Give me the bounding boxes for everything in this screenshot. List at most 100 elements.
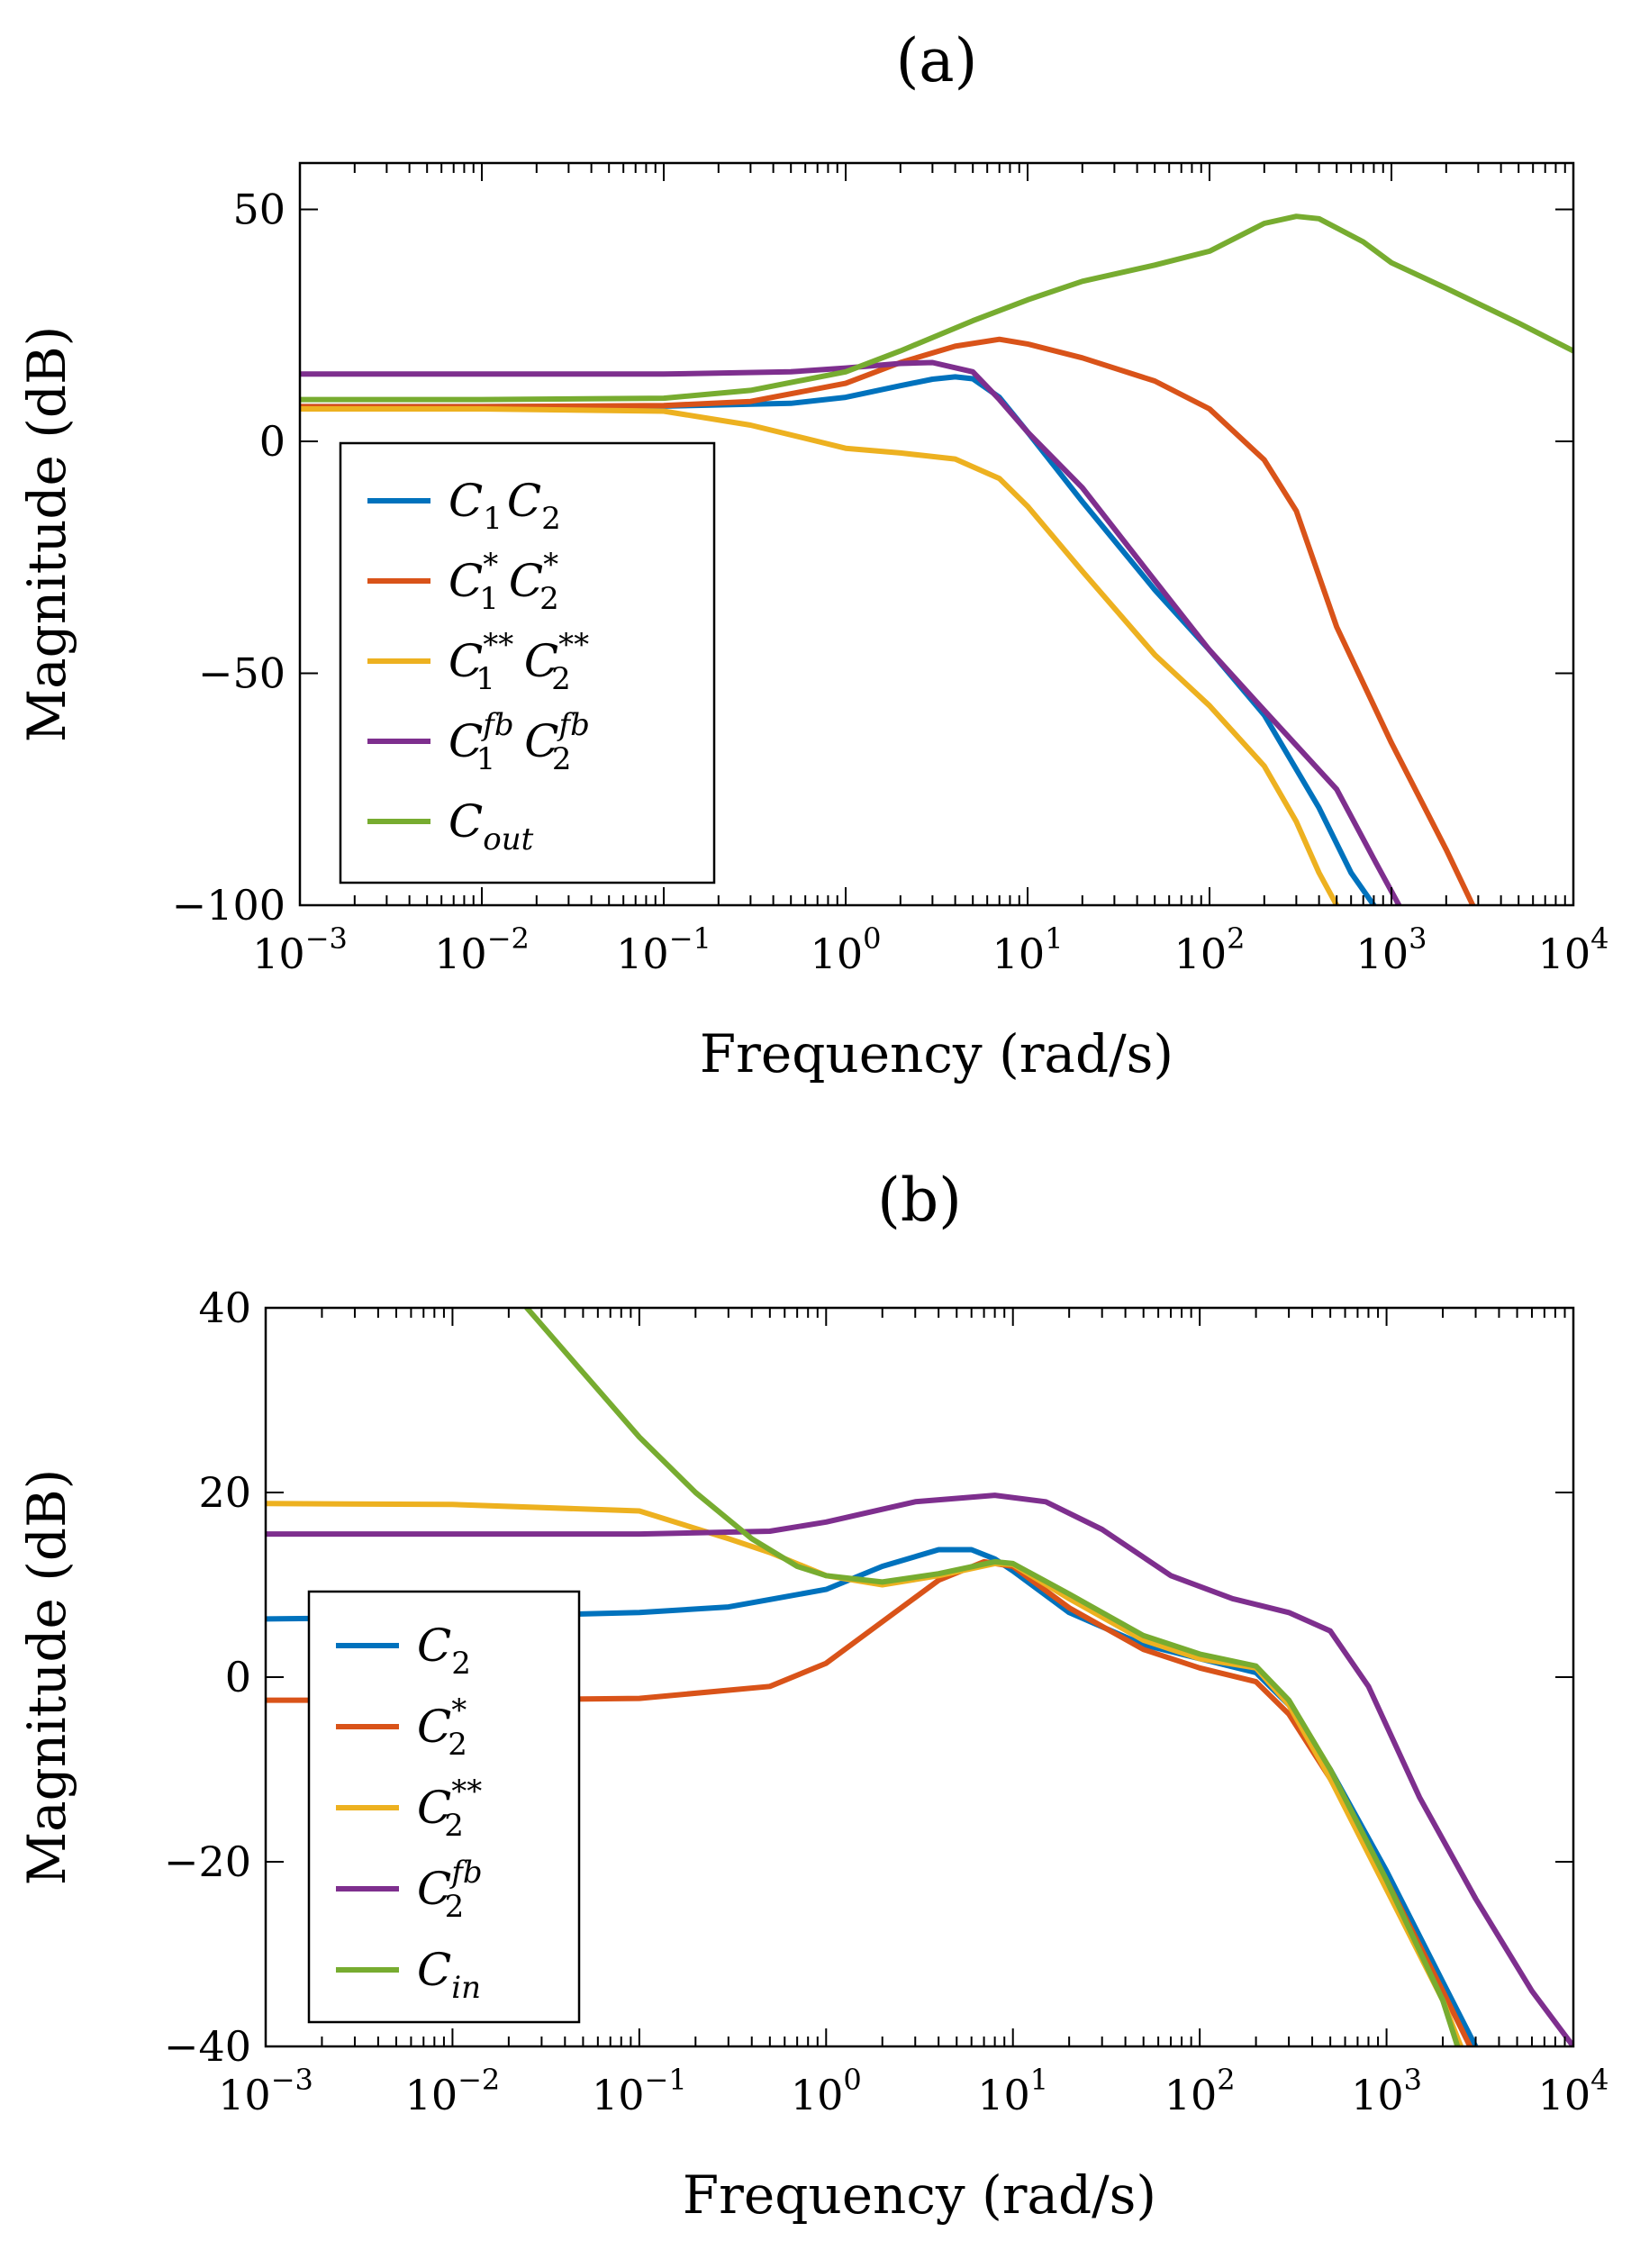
x-tick-base: 10: [1538, 930, 1591, 978]
legend: C2 C* 2 C** 2 Cfb 2 Cin: [307, 1590, 581, 2024]
series-group: [300, 213, 1573, 905]
legend-superscript: fb: [557, 707, 590, 743]
series-line-C2fb: [266, 1492, 1573, 2046]
legend-superscript: fb: [480, 707, 513, 743]
x-tick-label: 103: [1356, 921, 1427, 978]
x-tick-exponent: −1: [669, 921, 711, 956]
x-tick-base: 10: [1356, 930, 1409, 978]
x-tick-exponent: 3: [1409, 921, 1427, 956]
chart-title: (b): [877, 1166, 962, 1235]
x-tick-label: 101: [992, 921, 1064, 978]
legend-label-C1*C2*: C* 1 C* 2: [449, 547, 569, 617]
legend-subscript: 2: [451, 1646, 471, 1682]
series-line-Cin: [524, 1308, 1461, 2046]
legend-symbol: C: [524, 635, 558, 687]
legend-superscript: *: [543, 547, 558, 583]
legend-spacer: [533, 795, 538, 848]
legend-symbol: C: [449, 555, 483, 607]
legend-spacer: [565, 555, 569, 607]
x-axis-label: Frequency (rad/s): [700, 1023, 1173, 1084]
x-tick-exponent: −1: [645, 2063, 687, 2097]
x-tick-label: 101: [977, 2063, 1048, 2119]
chart-title: (a): [896, 26, 978, 95]
legend-subscript: 2: [444, 1808, 464, 1844]
legend-superscript: **: [483, 627, 513, 663]
legend-superscript: **: [451, 1774, 482, 1810]
legend-label-C1C2: C1 C2: [449, 475, 566, 537]
series-line-Cout: [300, 213, 1573, 403]
legend-spacer: [595, 635, 600, 687]
legend-symbol: C: [417, 1619, 451, 1672]
legend-spacer: [488, 1782, 493, 1834]
y-tick-label: −40: [164, 2022, 251, 2071]
chart-b: (b)10−3 10−2 10−1 100 101 102 103 10440200−20−4…: [16, 1166, 1608, 2226]
x-tick-label: 100: [791, 2063, 862, 2119]
x-tick-exponent: 3: [1404, 2063, 1422, 2097]
legend-symbol: C: [449, 475, 483, 527]
x-tick-exponent: −2: [487, 921, 530, 956]
x-tick-base: 10: [977, 2071, 1030, 2119]
series-group: [266, 1308, 1573, 2046]
y-tick-label: −50: [198, 649, 285, 698]
x-tick-base: 10: [1164, 2071, 1218, 2119]
legend-subscript: 2: [448, 1727, 467, 1763]
legend: C1 C2 C* 1 C* 2 C** 1 C** 2 Cfb 1 Cfb 2 Cout: [339, 441, 716, 885]
x-tick-base: 10: [1351, 2071, 1404, 2119]
x-tick-label: 104: [1538, 921, 1609, 978]
x-tick-label: 103: [1351, 2063, 1422, 2119]
x-tick-label: 100: [811, 921, 882, 978]
x-tick-base: 10: [405, 2071, 458, 2119]
x-tick-label: 102: [1174, 921, 1246, 978]
x-tick-base: 10: [218, 2071, 271, 2119]
x-tick-base: 10: [791, 2071, 844, 2119]
x-tick-base: 10: [1538, 2071, 1591, 2119]
legend-subscript: 2: [552, 741, 572, 777]
y-tick-label: −20: [164, 1837, 251, 1886]
x-tick-exponent: 0: [843, 2063, 861, 2097]
y-axis-label: Magnitude (dB): [16, 1469, 77, 1886]
legend-spacer: [471, 1619, 476, 1672]
legend-superscript: **: [558, 627, 589, 663]
x-tick-exponent: 4: [1590, 2063, 1608, 2097]
tick-marks: [265, 1307, 1574, 2047]
legend-symbol: C: [449, 635, 483, 687]
legend-symbol: C: [417, 1782, 451, 1834]
x-tick-base: 10: [592, 2071, 645, 2119]
legend-superscript: *: [483, 547, 498, 583]
legend-label-C2fb: Cfb 2: [417, 1855, 493, 1925]
legend-spacer: [481, 1944, 485, 1996]
legend-symbol: C: [509, 555, 543, 607]
x-tick-exponent: 2: [1227, 921, 1245, 956]
legend-symbol: C: [417, 1863, 451, 1915]
legend-label-C1**C2**: C** 1 C** 2: [449, 627, 600, 697]
legend-subscript: 2: [541, 501, 561, 537]
legend-subscript: 2: [445, 1889, 465, 1925]
x-tick-label: 104: [1538, 2063, 1609, 2119]
legend-subscript: 1: [476, 741, 496, 777]
legend-spacer: [488, 1863, 493, 1915]
legend-symbol: C: [507, 475, 541, 527]
legend-subscript: out: [483, 821, 533, 857]
x-tick-exponent: −3: [305, 921, 348, 956]
legend-symbol: C: [449, 795, 483, 848]
legend-label-Cout: Cout: [449, 795, 538, 857]
x-tick-exponent: −2: [458, 2063, 500, 2097]
x-tick-exponent: 4: [1590, 921, 1608, 956]
legend-superscript: *: [451, 1692, 467, 1728]
x-tick-exponent: 0: [863, 921, 881, 956]
x-tick-label: 10−3: [218, 2063, 313, 2119]
plot-frame: [298, 161, 1575, 907]
legend-subscript: 1: [483, 501, 503, 537]
y-tick-label: 0: [225, 1653, 251, 1701]
legend-label-Cin: Cin: [417, 1944, 485, 2006]
x-tick-base: 10: [434, 930, 487, 978]
x-tick-label: 10−3: [252, 921, 348, 978]
legend-symbol: C: [449, 715, 483, 767]
legend-label-C2*: C* 2: [417, 1692, 477, 1763]
x-tick-exponent: 1: [1045, 921, 1063, 956]
x-tick-base: 10: [252, 930, 305, 978]
legend-symbol: C: [417, 1944, 451, 1996]
y-tick-label: 50: [232, 186, 285, 234]
x-tick-label: 10−1: [616, 921, 711, 978]
